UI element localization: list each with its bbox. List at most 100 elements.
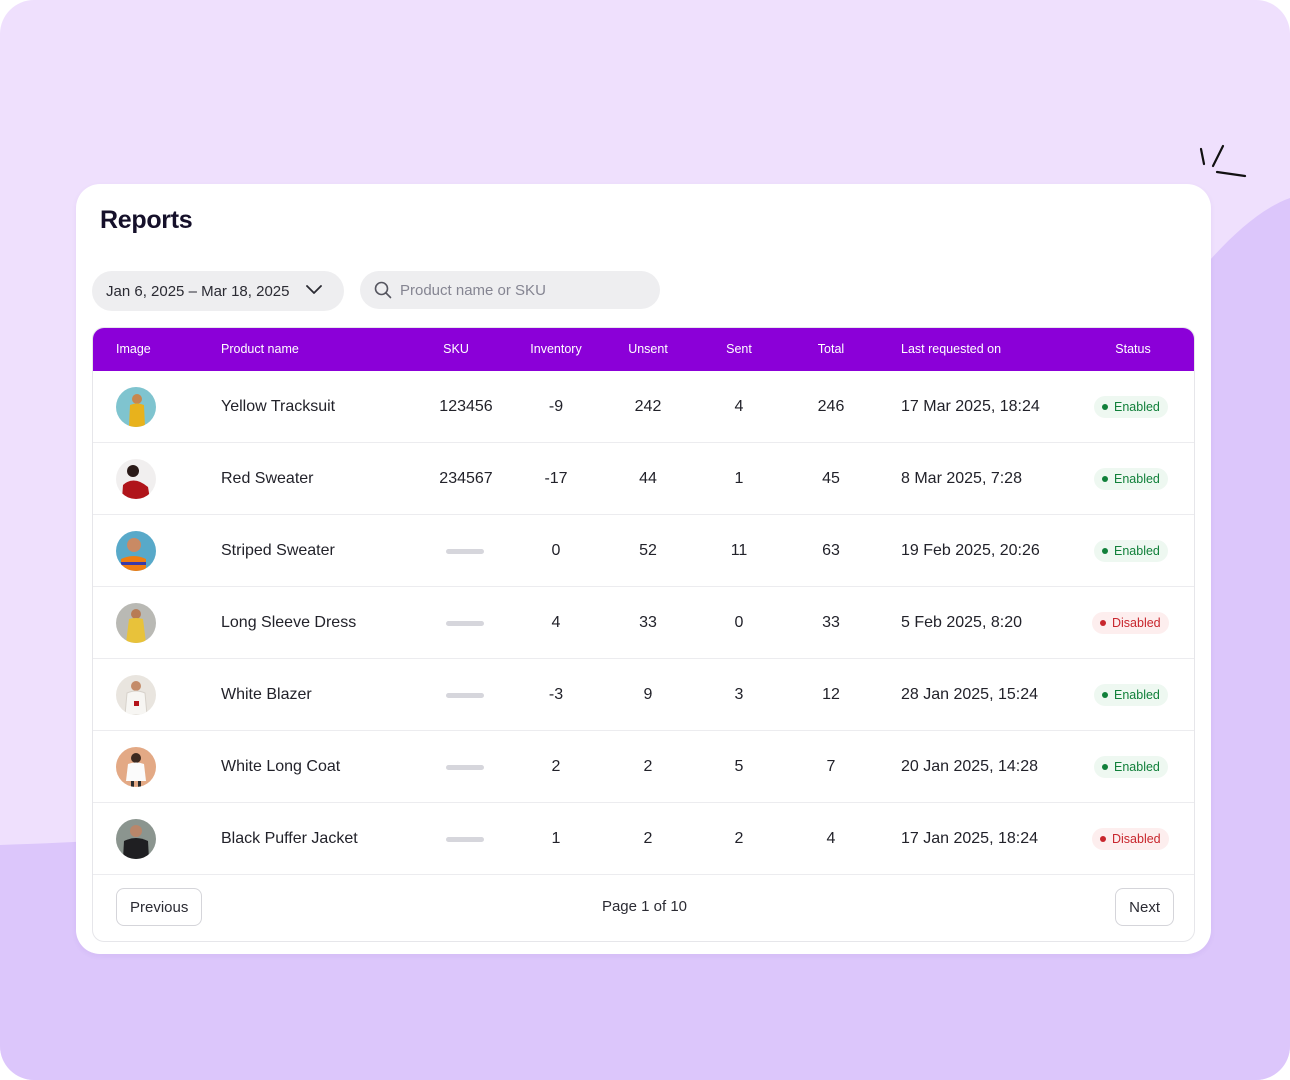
table-row[interactable]: Yellow Tracksuit 123456 -9 242 4 246 17 Mar 20…: [93, 371, 1194, 443]
date-range-label: Jan 6, 2025 – Mar 18, 2025: [106, 282, 290, 300]
column-header-last-requested: Last requested on: [901, 342, 1002, 356]
table-row[interactable]: Long Sleeve Dress 4 33 0 33 5 Feb 2025, 8:20 D…: [93, 587, 1194, 659]
table-row[interactable]: White Blazer -3 9 3 12 28 Jan 2025, 15:24 Enab…: [93, 659, 1194, 731]
product-name-cell: Black Puffer Jacket: [221, 830, 358, 847]
unsent-cell: 9: [643, 686, 653, 703]
product-name-cell: Long Sleeve Dress: [221, 614, 357, 631]
search-box[interactable]: [360, 271, 660, 309]
table-row[interactable]: Black Puffer Jacket 1 2 2 4 17 Jan 2025, 18:2…: [93, 803, 1194, 875]
unsent-cell: 44: [639, 470, 657, 487]
status-label: Disabled: [1112, 832, 1161, 846]
doodle-decoration: [1199, 144, 1247, 178]
status-dot: [1100, 836, 1106, 842]
product-thumbnail: [116, 531, 156, 571]
last-requested-cell: 8 Mar 2025, 7:28: [901, 470, 1022, 487]
reports-card: Reports Jan 6, 2025 – Mar 18, 2025 Image…: [76, 184, 1211, 954]
total-cell: 7: [826, 758, 836, 775]
sku-empty-placeholder: [446, 837, 484, 842]
table-row[interactable]: White Long Coat 2 2 5 7 20 Jan 2025, 14:28 Ena…: [93, 731, 1194, 803]
inventory-cell: 4: [551, 614, 561, 631]
page-indicator: Page 1 of 10: [601, 898, 688, 915]
last-requested-cell: 19 Feb 2025, 20:26: [901, 542, 1040, 559]
column-header-product-name: Product name: [221, 342, 299, 356]
status-badge: Enabled: [1094, 684, 1168, 706]
inventory-cell: 1: [551, 830, 561, 847]
date-range-dropdown[interactable]: Jan 6, 2025 – Mar 18, 2025: [92, 271, 344, 311]
column-header-image: Image: [116, 342, 151, 356]
sent-cell: 1: [734, 470, 744, 487]
last-requested-cell: 5 Feb 2025, 8:20: [901, 614, 1022, 631]
chevron-down-icon: [306, 285, 322, 294]
status-dot: [1100, 620, 1106, 626]
status-dot: [1102, 548, 1108, 554]
reports-table: Image Product name SKU Inventory Unsent …: [92, 327, 1195, 942]
status-badge: Disabled: [1092, 612, 1169, 634]
column-header-total: Total: [817, 342, 845, 356]
status-dot: [1102, 476, 1108, 482]
unsent-cell: 2: [643, 758, 653, 775]
previous-button[interactable]: Previous: [116, 888, 203, 926]
status-dot: [1102, 764, 1108, 770]
product-name-cell: Striped Sweater: [221, 542, 335, 559]
unsent-cell: 33: [639, 614, 657, 631]
table-header: Image Product name SKU Inventory Unsent …: [93, 328, 1194, 371]
last-requested-cell: 28 Jan 2025, 15:24: [901, 686, 1039, 703]
next-button[interactable]: Next: [1115, 888, 1174, 926]
inventory-cell: -17: [544, 470, 568, 487]
column-header-status: Status: [1115, 342, 1151, 356]
sent-cell: 0: [734, 614, 744, 631]
total-cell: 12: [822, 686, 840, 703]
status-badge: Enabled: [1094, 756, 1168, 778]
product-thumbnail: [116, 819, 156, 859]
column-header-sku: SKU: [443, 342, 469, 356]
page-title: Reports: [100, 206, 193, 234]
product-thumbnail: [116, 747, 156, 787]
product-name-cell: White Long Coat: [221, 758, 341, 775]
sent-cell: 2: [734, 830, 744, 847]
status-dot: [1102, 692, 1108, 698]
sent-cell: 5: [734, 758, 744, 775]
status-badge: Disabled: [1092, 828, 1169, 850]
total-cell: 4: [826, 830, 836, 847]
status-label: Enabled: [1114, 472, 1160, 486]
product-thumbnail: [116, 459, 156, 499]
column-header-unsent: Unsent: [628, 342, 668, 356]
table-row[interactable]: Red Sweater 234567 -17 44 1 45 8 Mar 2025, 7:2…: [93, 443, 1194, 515]
last-requested-cell: 17 Mar 2025, 18:24: [901, 398, 1040, 415]
sku-cell: 123456: [439, 398, 493, 415]
unsent-cell: 52: [639, 542, 657, 559]
search-input[interactable]: [400, 281, 640, 299]
status-badge: Enabled: [1094, 396, 1168, 418]
status-label: Enabled: [1114, 760, 1160, 774]
inventory-cell: -3: [548, 686, 564, 703]
sku-empty-placeholder: [446, 549, 484, 554]
product-name-cell: White Blazer: [221, 686, 312, 703]
sku-cell: 234567: [439, 470, 493, 487]
unsent-cell: 2: [643, 830, 653, 847]
column-header-sent: Sent: [726, 342, 752, 356]
pagination-bar: Page 1 of 10 Previous Next: [93, 876, 1194, 941]
sent-cell: 11: [730, 542, 748, 559]
sku-empty-placeholder: [446, 621, 484, 626]
status-label: Enabled: [1114, 544, 1160, 558]
total-cell: 45: [822, 470, 840, 487]
status-label: Enabled: [1114, 400, 1160, 414]
status-badge: Enabled: [1094, 468, 1168, 490]
column-header-inventory: Inventory: [530, 342, 582, 356]
product-name-cell: Red Sweater: [221, 470, 314, 487]
inventory-cell: 0: [551, 542, 561, 559]
table-row[interactable]: Striped Sweater 0 52 11 63 19 Feb 2025, 20:26…: [93, 515, 1194, 587]
status-badge: Enabled: [1094, 540, 1168, 562]
sent-cell: 4: [734, 398, 744, 415]
sku-empty-placeholder: [446, 693, 484, 698]
product-name-cell: Yellow Tracksuit: [221, 398, 336, 415]
sent-cell: 3: [734, 686, 744, 703]
inventory-cell: -9: [548, 398, 564, 415]
product-thumbnail: [116, 675, 156, 715]
status-label: Disabled: [1112, 616, 1161, 630]
total-cell: 33: [822, 614, 840, 631]
last-requested-cell: 20 Jan 2025, 14:28: [901, 758, 1039, 775]
inventory-cell: 2: [551, 758, 561, 775]
search-icon: [374, 281, 392, 299]
total-cell: 246: [817, 398, 845, 415]
